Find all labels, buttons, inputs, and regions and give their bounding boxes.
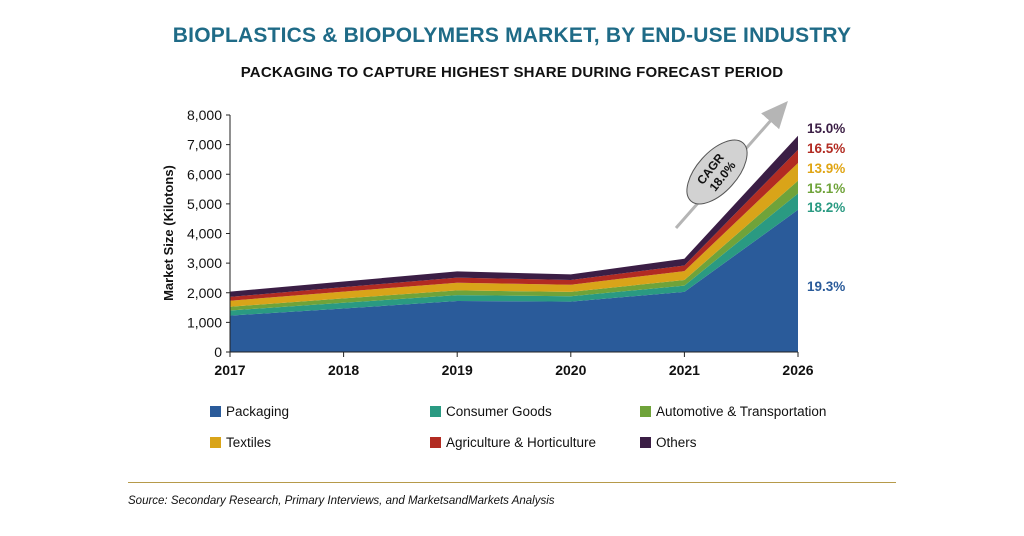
legend-label: Packaging [226, 404, 290, 419]
cagr-label: 16.5% [807, 141, 845, 156]
footer-divider [128, 482, 896, 483]
legend-label: Consumer Goods [446, 404, 552, 419]
chart-subtitle: PACKAGING TO CAPTURE HIGHEST SHARE DURIN… [240, 64, 784, 81]
legend-item: Others [640, 435, 910, 450]
y-tick-label: 3,000 [187, 255, 222, 271]
source-note: Source: Secondary Research, Primary Inte… [128, 495, 555, 507]
legend-swatch [210, 437, 221, 448]
legend-swatch [430, 406, 441, 417]
area-packaging [230, 209, 798, 352]
y-tick-label: 5,000 [187, 196, 222, 212]
legend-label: Textiles [226, 435, 272, 450]
chart-legend: Packaging Consumer Goods Automotive & Tran… [210, 404, 910, 450]
x-tick-label: 2018 [328, 362, 359, 378]
legend-label: Others [656, 435, 697, 450]
cagr-label-group: 15.0% 16.5% 13.9% 15.1% 18.2% 19.3% [807, 121, 845, 294]
y-tick-label: 0 [214, 344, 222, 360]
y-tick-label: 2,000 [187, 285, 222, 301]
y-tick-label: 1,000 [187, 314, 222, 330]
cagr-bubble [686, 139, 748, 205]
legend-label: Agriculture & Horticulture [446, 435, 597, 450]
cagr-label: 15.1% [807, 181, 845, 196]
x-tick-label: 2021 [669, 362, 700, 378]
legend-swatch [640, 437, 651, 448]
y-tick-label: 6,000 [187, 166, 222, 182]
x-tick-group: 2017 2018 2019 2020 2021 2026 [214, 352, 814, 378]
chart-title: BIOPLASTICS & BIOPOLYMERS MARKET, BY END… [172, 24, 852, 47]
x-tick-label: 2020 [555, 362, 586, 378]
cagr-label: 19.3% [807, 279, 845, 294]
x-tick-label: 2017 [214, 362, 245, 378]
legend-swatch [210, 406, 221, 417]
y-tick-label: 4,000 [187, 226, 222, 242]
legend-swatch [640, 406, 651, 417]
legend-item: Automotive & Transportation [640, 404, 910, 419]
area-series-group [230, 135, 798, 352]
y-tick-label: 8,000 [187, 107, 222, 123]
chart-area: 0 1,000 2,000 3,000 4,000 5,000 6,000 7,000 8,00… [161, 100, 845, 378]
legend-item: Packaging [210, 404, 430, 419]
y-tick-group: 0 1,000 2,000 3,000 4,000 5,000 6,000 7,000 8,00… [187, 107, 230, 360]
x-tick-label: 2026 [782, 362, 813, 378]
legend-label: Automotive & Transportation [656, 404, 827, 419]
legend-item: Agriculture & Horticulture [430, 435, 640, 450]
x-tick-label: 2019 [442, 362, 473, 378]
legend-item: Consumer Goods [430, 404, 640, 419]
y-tick-label: 7,000 [187, 137, 222, 153]
cagr-label: 18.2% [807, 200, 845, 215]
cagr-label: 13.9% [807, 161, 845, 176]
legend-item: Textiles [210, 435, 430, 450]
legend-swatch [430, 437, 441, 448]
cagr-label: 15.0% [807, 121, 845, 136]
y-axis-label: Market Size (Kilotons) [161, 165, 176, 301]
